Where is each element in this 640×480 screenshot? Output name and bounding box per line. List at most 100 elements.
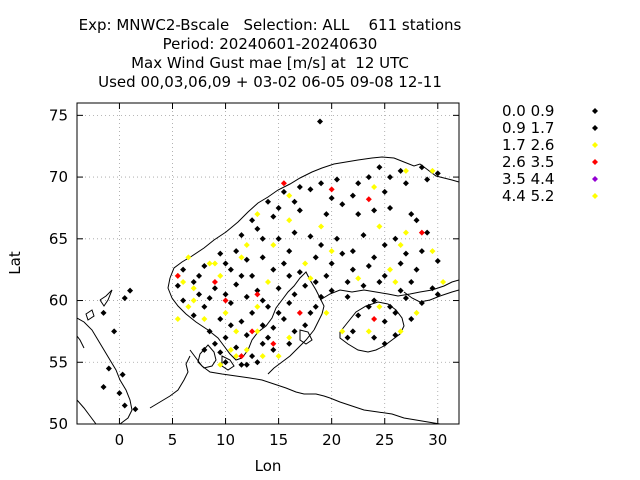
data-point-series-2 [238,254,245,261]
data-point-series-2 [307,275,314,282]
data-point-series-0 [201,346,208,353]
title-line-2: Period: 20240601-20240630 [162,35,378,53]
data-point-series-0 [270,346,277,353]
data-point-series-2 [265,279,271,286]
data-point-series-0 [238,318,245,325]
data-point-series-0 [217,250,224,257]
data-point-series-2 [174,316,181,323]
axis-ticks: 0 5 10 15 20 25 30 50 55 60 65 70 75 [49,103,459,449]
data-point-series-0 [265,334,271,341]
data-point-series-0 [121,402,128,409]
data-point-series-2 [222,309,229,316]
data-point-series-0 [275,285,282,292]
data-point-series-0 [323,211,330,218]
data-point-series-2 [365,328,372,335]
data-point-series-2 [429,248,436,255]
legend-label: 3.5 4.4 [502,170,554,188]
data-point-series-0 [254,287,261,294]
legend-label: 0.9 1.7 [502,119,554,137]
data-point-series-2 [286,192,293,199]
data-point-series-0 [291,328,298,335]
chart-title: Exp: MNWC2-Bscale Selection: ALL 611 sta… [0,16,540,92]
title-line-1: Exp: MNWC2-Bscale Selection: ALL 611 sta… [78,16,462,34]
data-point-series-1 [408,211,415,218]
data-point-series-0 [371,254,378,261]
x-tick-label: 0 [115,431,125,449]
data-point-series-3 [418,229,425,236]
data-point-series-0 [238,361,245,368]
data-point-series-0 [174,282,181,289]
data-point-series-3 [365,196,372,203]
data-point-series-2 [217,361,224,368]
legend-label: 2.6 3.5 [502,153,554,171]
data-point-series-0 [402,295,409,302]
data-point-series-0 [349,192,356,199]
y-tick-label: 75 [49,106,68,124]
y-tick-label: 60 [49,292,68,310]
data-point-series-2 [243,241,250,248]
data-point-series-2 [402,229,409,236]
data-point-series-0 [201,262,208,269]
data-point-series-0 [333,176,340,183]
data-point-series-0 [344,293,351,300]
data-point-series-0 [333,235,340,242]
data-point-series-2 [429,167,436,174]
data-point-series-0 [233,281,240,288]
data-point-series-1 [275,204,282,211]
data-point-series-1 [344,334,351,341]
data-point-series-3 [328,186,335,193]
data-point-series-1 [381,241,388,248]
data-point-series-0 [280,188,287,195]
data-point-series-0 [307,233,314,240]
data-point-series-0 [190,279,197,286]
data-point-series-1 [243,256,250,263]
data-point-series-2 [254,211,261,218]
data-point-series-0 [316,118,323,125]
data-points [100,118,447,413]
data-point-series-2 [185,303,192,310]
data-point-series-0 [227,266,234,273]
legend-marker [592,142,598,148]
data-point-series-1 [238,272,245,279]
data-point-series-0 [328,287,335,294]
x-tick-label: 25 [375,431,394,449]
x-tick-label: 10 [216,431,235,449]
data-point-series-1 [418,300,425,307]
data-point-series-0 [424,229,431,236]
data-point-series-1 [249,309,256,316]
data-point-series-0 [211,285,218,292]
data-point-series-2 [286,217,293,224]
data-point-series-0 [355,211,362,218]
data-point-series-2 [413,309,420,316]
data-point-series-3 [280,180,287,187]
data-point-series-0 [217,316,224,323]
data-point-series-2 [328,248,335,255]
data-point-series-0 [119,371,126,378]
data-point-series-0 [265,303,271,310]
data-point-series-0 [434,291,441,298]
data-point-series-0 [392,332,399,339]
legend-label: 0.0 0.9 [502,102,554,120]
data-point-series-0 [312,303,319,310]
data-point-series-1 [227,322,234,329]
data-point-series-1 [318,241,325,248]
data-point-series-0 [402,250,409,257]
data-point-series-0 [296,183,303,190]
data-point-series-0 [243,293,250,300]
data-point-series-2 [190,297,197,304]
data-point-series-0 [249,272,256,279]
data-point-series-2 [259,353,266,360]
data-point-series-0 [190,312,197,319]
data-point-series-0 [254,359,261,366]
data-point-series-0 [418,164,425,171]
data-point-series-1 [387,303,394,310]
plot-frame [76,102,460,425]
data-point-series-0 [349,266,356,273]
data-point-series-2 [217,272,224,279]
data-point-series-2 [201,316,208,323]
data-point-series-1 [280,260,287,267]
data-point-series-0 [238,232,245,239]
data-point-series-0 [270,213,277,220]
data-point-series-0 [381,188,388,195]
